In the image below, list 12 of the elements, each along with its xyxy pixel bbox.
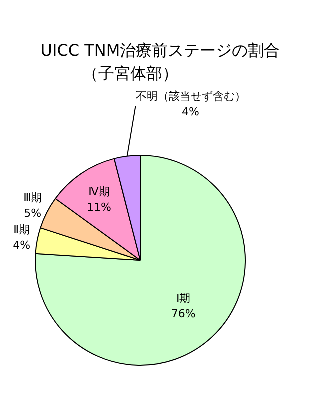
data-label: 4% xyxy=(182,106,200,119)
chart-title: UICC TNM治療前ステージの割合 xyxy=(40,41,280,60)
slice-label: Ⅱ期 xyxy=(14,224,30,237)
slice-label: 不明（該当せず含む） xyxy=(136,90,246,103)
data-label: 76% xyxy=(171,308,196,321)
slice-label: Ⅰ期 xyxy=(176,292,191,306)
chart-subtitle: （子宮体部） xyxy=(82,64,178,83)
data-label: 11% xyxy=(86,201,112,214)
slice-label: Ⅳ期 xyxy=(88,185,110,198)
data-label: 4% xyxy=(13,239,31,252)
data-label: 5% xyxy=(24,206,42,220)
slice-label: Ⅲ期 xyxy=(24,191,42,204)
